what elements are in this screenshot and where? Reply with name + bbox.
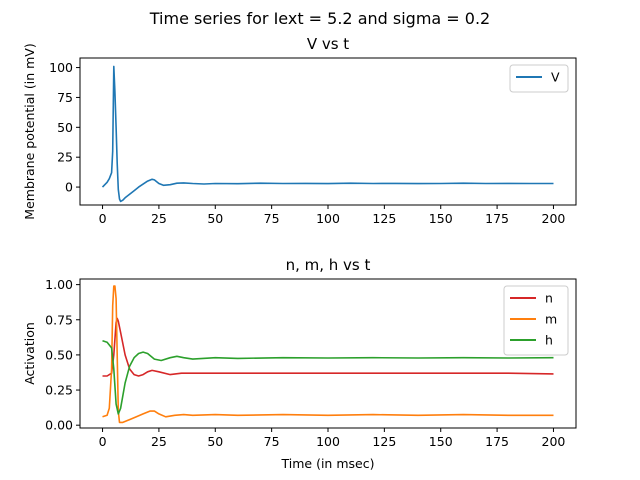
x-tick-label: 125 bbox=[372, 434, 396, 449]
series-line-m bbox=[102, 285, 554, 424]
axes-frame bbox=[79, 278, 577, 429]
y-tick-label: 0.75 bbox=[45, 312, 73, 327]
x-tick-label: 50 bbox=[207, 434, 223, 449]
series-line-n bbox=[102, 317, 554, 377]
subplot-title: V vs t bbox=[307, 35, 349, 53]
legend-label-V: V bbox=[551, 70, 560, 85]
y-tick-label: 100 bbox=[49, 60, 73, 75]
x-tick-label: 175 bbox=[485, 211, 509, 226]
x-tick-label: 125 bbox=[372, 211, 396, 226]
x-tick-label: 25 bbox=[151, 211, 167, 226]
legend-label-m: m bbox=[545, 312, 557, 327]
y-tick-label: 0 bbox=[65, 180, 73, 195]
y-tick-label: 75 bbox=[57, 90, 73, 105]
x-tick-label: 25 bbox=[151, 434, 167, 449]
x-tick-label: 0 bbox=[99, 434, 107, 449]
x-tick-label: 200 bbox=[542, 434, 566, 449]
y-tick-label: 25 bbox=[57, 150, 73, 165]
legend-activation: nmh bbox=[503, 285, 569, 356]
y-tick-label: 0.00 bbox=[45, 418, 73, 433]
x-tick-label: 150 bbox=[429, 434, 453, 449]
x-tick-label: 200 bbox=[542, 211, 566, 226]
legend-label-h: h bbox=[545, 333, 553, 348]
x-tick-label: 100 bbox=[316, 434, 340, 449]
series-line-V bbox=[101, 65, 554, 203]
legend-v: V bbox=[509, 64, 569, 93]
activation-subplot: n, m, h vs t 0 25 50 75 100 125 150 175 200 0.00 0.… bbox=[22, 256, 577, 471]
y-tick-label: 0.25 bbox=[45, 383, 73, 398]
subplot-title: n, m, h vs t bbox=[286, 256, 371, 274]
legend-box bbox=[503, 285, 569, 356]
y-tick-label: 0.50 bbox=[45, 347, 73, 362]
x-tick-label: 75 bbox=[264, 434, 280, 449]
x-axis-label: Time (in msec) bbox=[281, 456, 375, 471]
series-line-h bbox=[102, 340, 554, 415]
legend-label-n: n bbox=[545, 291, 553, 306]
voltage-subplot: V vs t 0 25 50 75 100 125 150 175 200 0 25 50 75 100 Me… bbox=[22, 35, 577, 226]
x-tick-label: 100 bbox=[316, 211, 340, 226]
x-tick-label: 50 bbox=[207, 211, 223, 226]
y-tick-label: 1.00 bbox=[45, 277, 73, 292]
x-tick-label: 150 bbox=[429, 211, 453, 226]
y-tick-label: 50 bbox=[57, 120, 73, 135]
x-tick-label: 175 bbox=[485, 434, 509, 449]
x-tick-label: 75 bbox=[264, 211, 280, 226]
figure-title: Time series for Iext = 5.2 and sigma = 0… bbox=[149, 9, 490, 28]
legend-box bbox=[509, 64, 569, 93]
x-tick-label: 0 bbox=[99, 211, 107, 226]
y-axis-label: Activation bbox=[22, 322, 37, 385]
y-axis-label: Membrane potential (in mV) bbox=[22, 43, 37, 219]
